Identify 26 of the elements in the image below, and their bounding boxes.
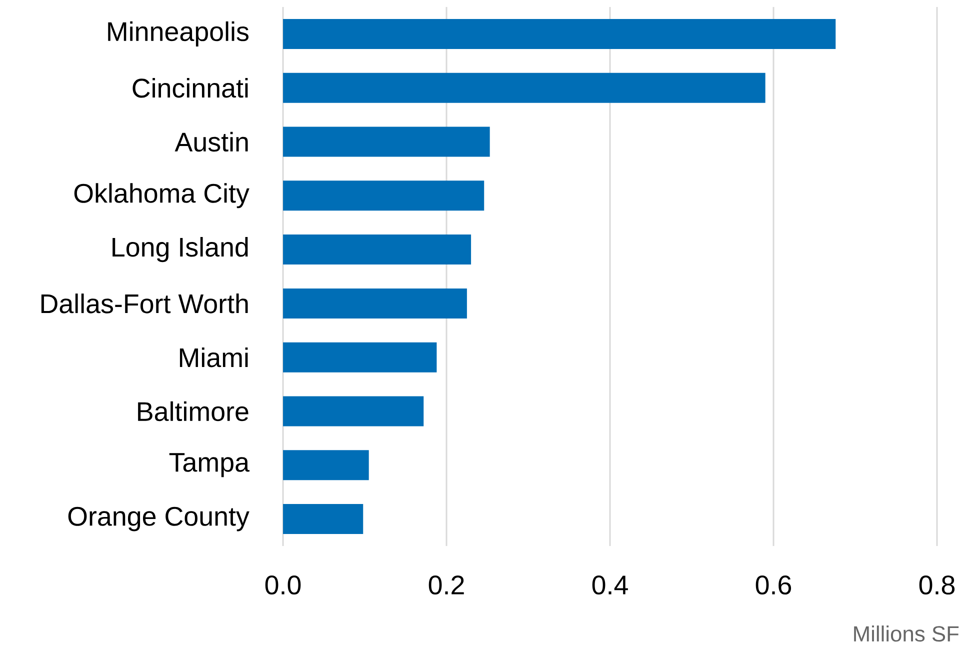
x-tick-label: 0.2 bbox=[428, 576, 464, 595]
x-tick-label: 0.4 bbox=[592, 576, 628, 595]
y-tick-label: Baltimore bbox=[138, 401, 248, 422]
y-tick-label: Tampa bbox=[169, 453, 250, 478]
x-tick-label: 0.6 bbox=[756, 576, 792, 595]
x-tick-label: 0.8 bbox=[919, 576, 955, 595]
y-tick-label: Miami bbox=[180, 347, 248, 368]
y-tick-label: Oklahoma City bbox=[74, 183, 250, 208]
bar bbox=[283, 504, 364, 534]
y-tick-label: Minneapolis bbox=[108, 21, 248, 46]
y-tick-label: Long Island bbox=[112, 237, 248, 262]
y-tick-label: Dallas-Fort Worth bbox=[41, 294, 248, 314]
bar bbox=[283, 288, 467, 318]
x-tick-label: 0.0 bbox=[265, 576, 301, 595]
bar bbox=[283, 72, 766, 103]
bar bbox=[283, 18, 836, 49]
y-tick-label: Austin bbox=[174, 132, 248, 152]
y-tick-label: Cincinnati bbox=[132, 78, 248, 98]
bar bbox=[283, 234, 472, 265]
x-axis-title: Millions SF bbox=[854, 626, 959, 642]
bar bbox=[283, 450, 369, 480]
bar bbox=[283, 396, 424, 426]
bar bbox=[283, 126, 490, 157]
bar bbox=[283, 180, 484, 211]
bar bbox=[283, 342, 437, 372]
y-tick-label: Orange County bbox=[68, 506, 250, 532]
